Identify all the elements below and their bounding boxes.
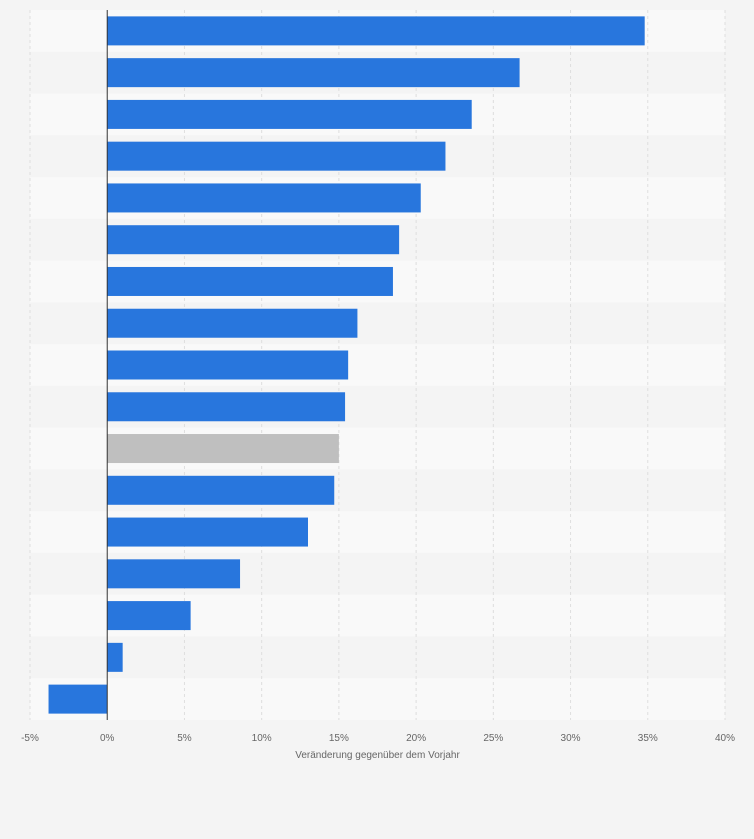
bar [107,517,308,547]
bars [48,16,645,714]
row-band [30,636,725,679]
x-tick-labels: -5% 0% 5% 10% 15% 20% 25% 30% 35% 40% [21,733,735,744]
bar [107,642,123,672]
bar [107,16,645,46]
bar [107,99,472,129]
x-tick-label: 30% [561,733,581,744]
bar [107,350,349,380]
bar [107,559,241,589]
x-tick-label: 35% [638,733,658,744]
x-axis-title: Veränderung gegenüber dem Vorjahr [295,750,460,761]
x-tick-label: 20% [406,733,426,744]
row-band [30,678,725,720]
x-tick-label: 25% [483,733,503,744]
x-tick-label: 10% [252,733,272,744]
bar [107,601,191,631]
x-tick-label: 0% [100,733,115,744]
bar [48,684,108,714]
bar [107,141,446,171]
bar [107,308,358,338]
x-tick-label: -5% [21,733,39,744]
x-tick-label: 40% [715,733,735,744]
bar [107,225,400,255]
bar [107,475,335,505]
bar [107,183,421,213]
bar [107,58,520,88]
bar [107,392,346,422]
bar [107,434,339,464]
x-tick-label: 5% [177,733,192,744]
x-tick-label: 15% [329,733,349,744]
bar [107,266,393,296]
